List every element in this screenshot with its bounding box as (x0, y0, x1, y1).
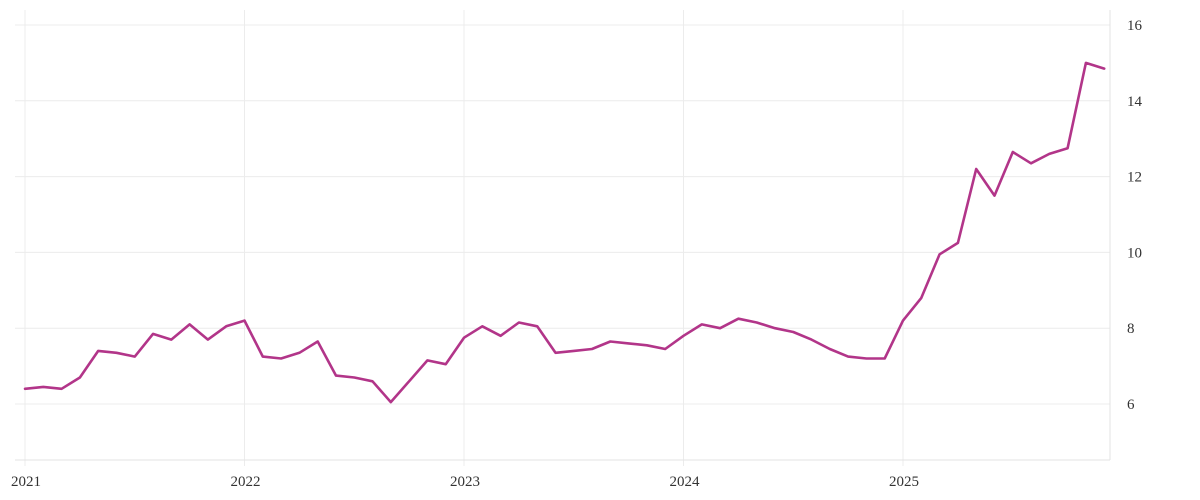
y-tick-label: 6 (1127, 397, 1135, 413)
series-polyline (23, 61, 1106, 404)
data-series-line (23, 61, 1106, 404)
x-tick-label: 2021 (11, 474, 41, 490)
y-tick-label: 8 (1127, 321, 1135, 337)
x-axis-labels: 2021 2022 2023 2024 2025 (11, 474, 919, 490)
y-tick-label: 12 (1127, 170, 1142, 186)
horizontal-gridlines (15, 24, 1110, 405)
y-tick-label: 10 (1127, 245, 1142, 261)
x-tick-label: 2024 (670, 474, 701, 490)
x-tick-label: 2025 (889, 474, 919, 490)
x-tick-label: 2023 (450, 474, 480, 490)
y-tick-label: 16 (1127, 18, 1143, 34)
y-axis-labels: 6 8 10 12 14 16 (1127, 18, 1143, 413)
axis-borders (15, 10, 1111, 461)
x-tick-label: 2022 (231, 474, 261, 490)
vertical-gridlines (24, 10, 904, 466)
y-tick-label: 14 (1127, 94, 1143, 110)
